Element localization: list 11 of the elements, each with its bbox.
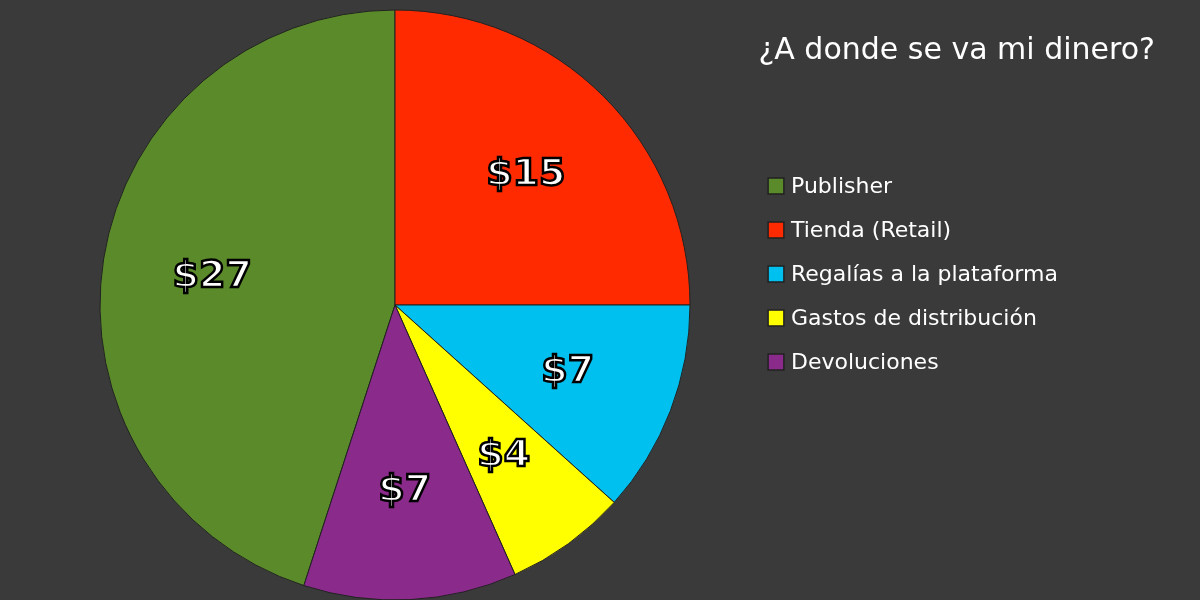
legend-label: Devoluciones — [791, 349, 939, 374]
data-label: $7 — [378, 465, 432, 510]
data-label: $7 — [541, 347, 595, 392]
data-label: $27 — [172, 252, 252, 297]
legend-label: Tienda (Retail) — [790, 217, 952, 242]
legend-label: Gastos de distribución — [791, 305, 1037, 330]
legend-label: Publisher — [791, 173, 893, 198]
legend-label: Regalías a la plataforma — [791, 261, 1058, 286]
data-label: $15 — [486, 150, 566, 195]
data-label: $4 — [477, 430, 531, 475]
text: ¿A donde se va mi dinero? — [758, 31, 1155, 66]
